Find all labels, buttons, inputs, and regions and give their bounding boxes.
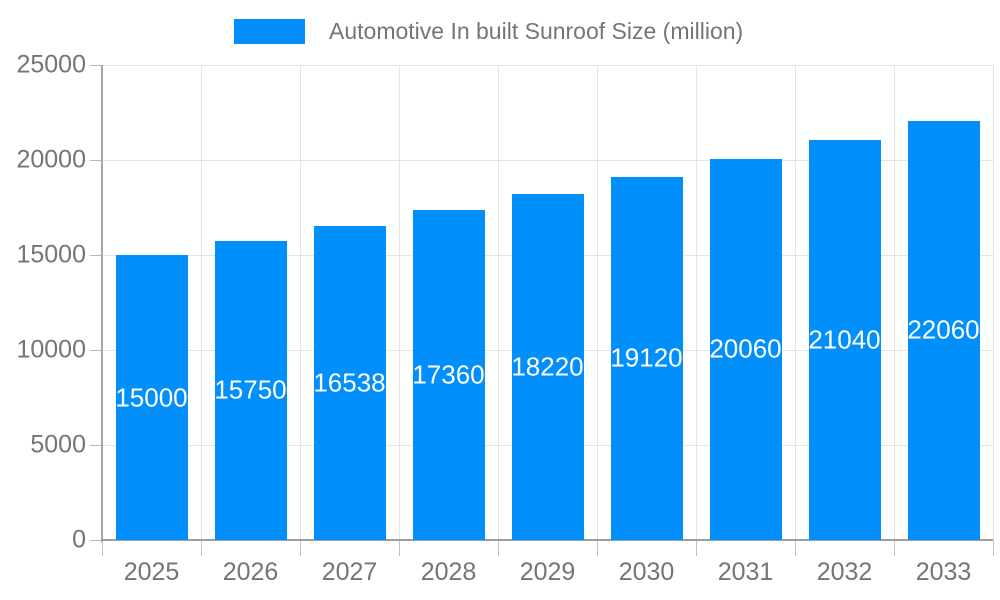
- bar-value-label: 15750: [214, 374, 287, 405]
- y-tick-label: 15000: [16, 240, 86, 269]
- v-gridline: [497, 65, 499, 540]
- x-tick-label: 2029: [519, 558, 576, 586]
- y-axis-tick: [90, 254, 102, 256]
- x-axis-tick: [794, 540, 796, 556]
- v-gridline: [794, 65, 796, 540]
- bar[interactable]: [412, 210, 485, 540]
- x-tick-label: 2027: [321, 558, 378, 586]
- x-tick-label: 2033: [915, 558, 972, 586]
- y-tick-label: 25000: [16, 50, 86, 79]
- legend-marker: [234, 19, 305, 44]
- bar[interactable]: [907, 120, 980, 540]
- v-gridline: [992, 65, 994, 540]
- bar[interactable]: [808, 140, 881, 540]
- x-axis-tick: [497, 540, 499, 556]
- bar[interactable]: [214, 240, 287, 540]
- y-tick-label: 20000: [16, 145, 86, 174]
- v-gridline: [893, 65, 895, 540]
- bar[interactable]: [511, 193, 584, 540]
- h-gridline: [102, 64, 993, 66]
- y-tick-label: 0: [72, 525, 86, 554]
- y-tick-label: 5000: [30, 430, 86, 459]
- y-axis-tick: [90, 64, 102, 66]
- bar-value-label: 22060: [907, 314, 980, 345]
- bar-value-label: 21040: [808, 324, 881, 355]
- bar-value-label: 18220: [511, 351, 584, 382]
- y-axis-tick: [90, 444, 102, 446]
- bar-value-label: 19120: [610, 342, 683, 373]
- bar-value-label: 15000: [115, 382, 188, 412]
- bar-value-label: 17360: [412, 359, 485, 390]
- v-gridline: [596, 65, 598, 540]
- x-tick-label: 2026: [222, 558, 279, 586]
- x-axis-line: [102, 539, 993, 541]
- y-axis-line: [101, 65, 103, 542]
- legend-label: Automotive In built Sunroof Size (millio…: [329, 18, 744, 44]
- v-gridline: [299, 65, 301, 540]
- y-axis-tick: [90, 349, 102, 351]
- legend-item[interactable]: Automotive In built Sunroof Size (millio…: [234, 18, 743, 45]
- x-tick-label: 2030: [618, 558, 675, 586]
- x-tick-label: 2025: [123, 558, 180, 586]
- x-axis-tick: [200, 540, 202, 556]
- bar[interactable]: [709, 158, 782, 540]
- x-tick-label: 2032: [816, 558, 873, 586]
- x-axis-tick: [992, 540, 994, 556]
- bar-value-label: 20060: [709, 333, 782, 364]
- v-gridline: [200, 65, 202, 540]
- x-tick-label: 2028: [420, 558, 477, 586]
- y-axis-tick: [90, 539, 102, 541]
- x-axis-tick: [101, 540, 103, 556]
- y-axis-tick: [90, 159, 102, 161]
- x-tick-label: 2031: [717, 558, 774, 586]
- y-tick-label: 10000: [16, 335, 86, 364]
- x-axis-tick: [596, 540, 598, 556]
- x-axis-tick: [398, 540, 400, 556]
- bar[interactable]: [313, 225, 386, 540]
- bar[interactable]: [610, 176, 683, 540]
- bar-value-label: 16538: [313, 367, 386, 398]
- x-axis-tick: [299, 540, 301, 556]
- bar[interactable]: [115, 255, 188, 540]
- v-gridline: [695, 65, 697, 540]
- v-gridline: [398, 65, 400, 540]
- x-axis-tick: [695, 540, 697, 556]
- x-axis-tick: [893, 540, 895, 556]
- h-gridline: [102, 159, 993, 161]
